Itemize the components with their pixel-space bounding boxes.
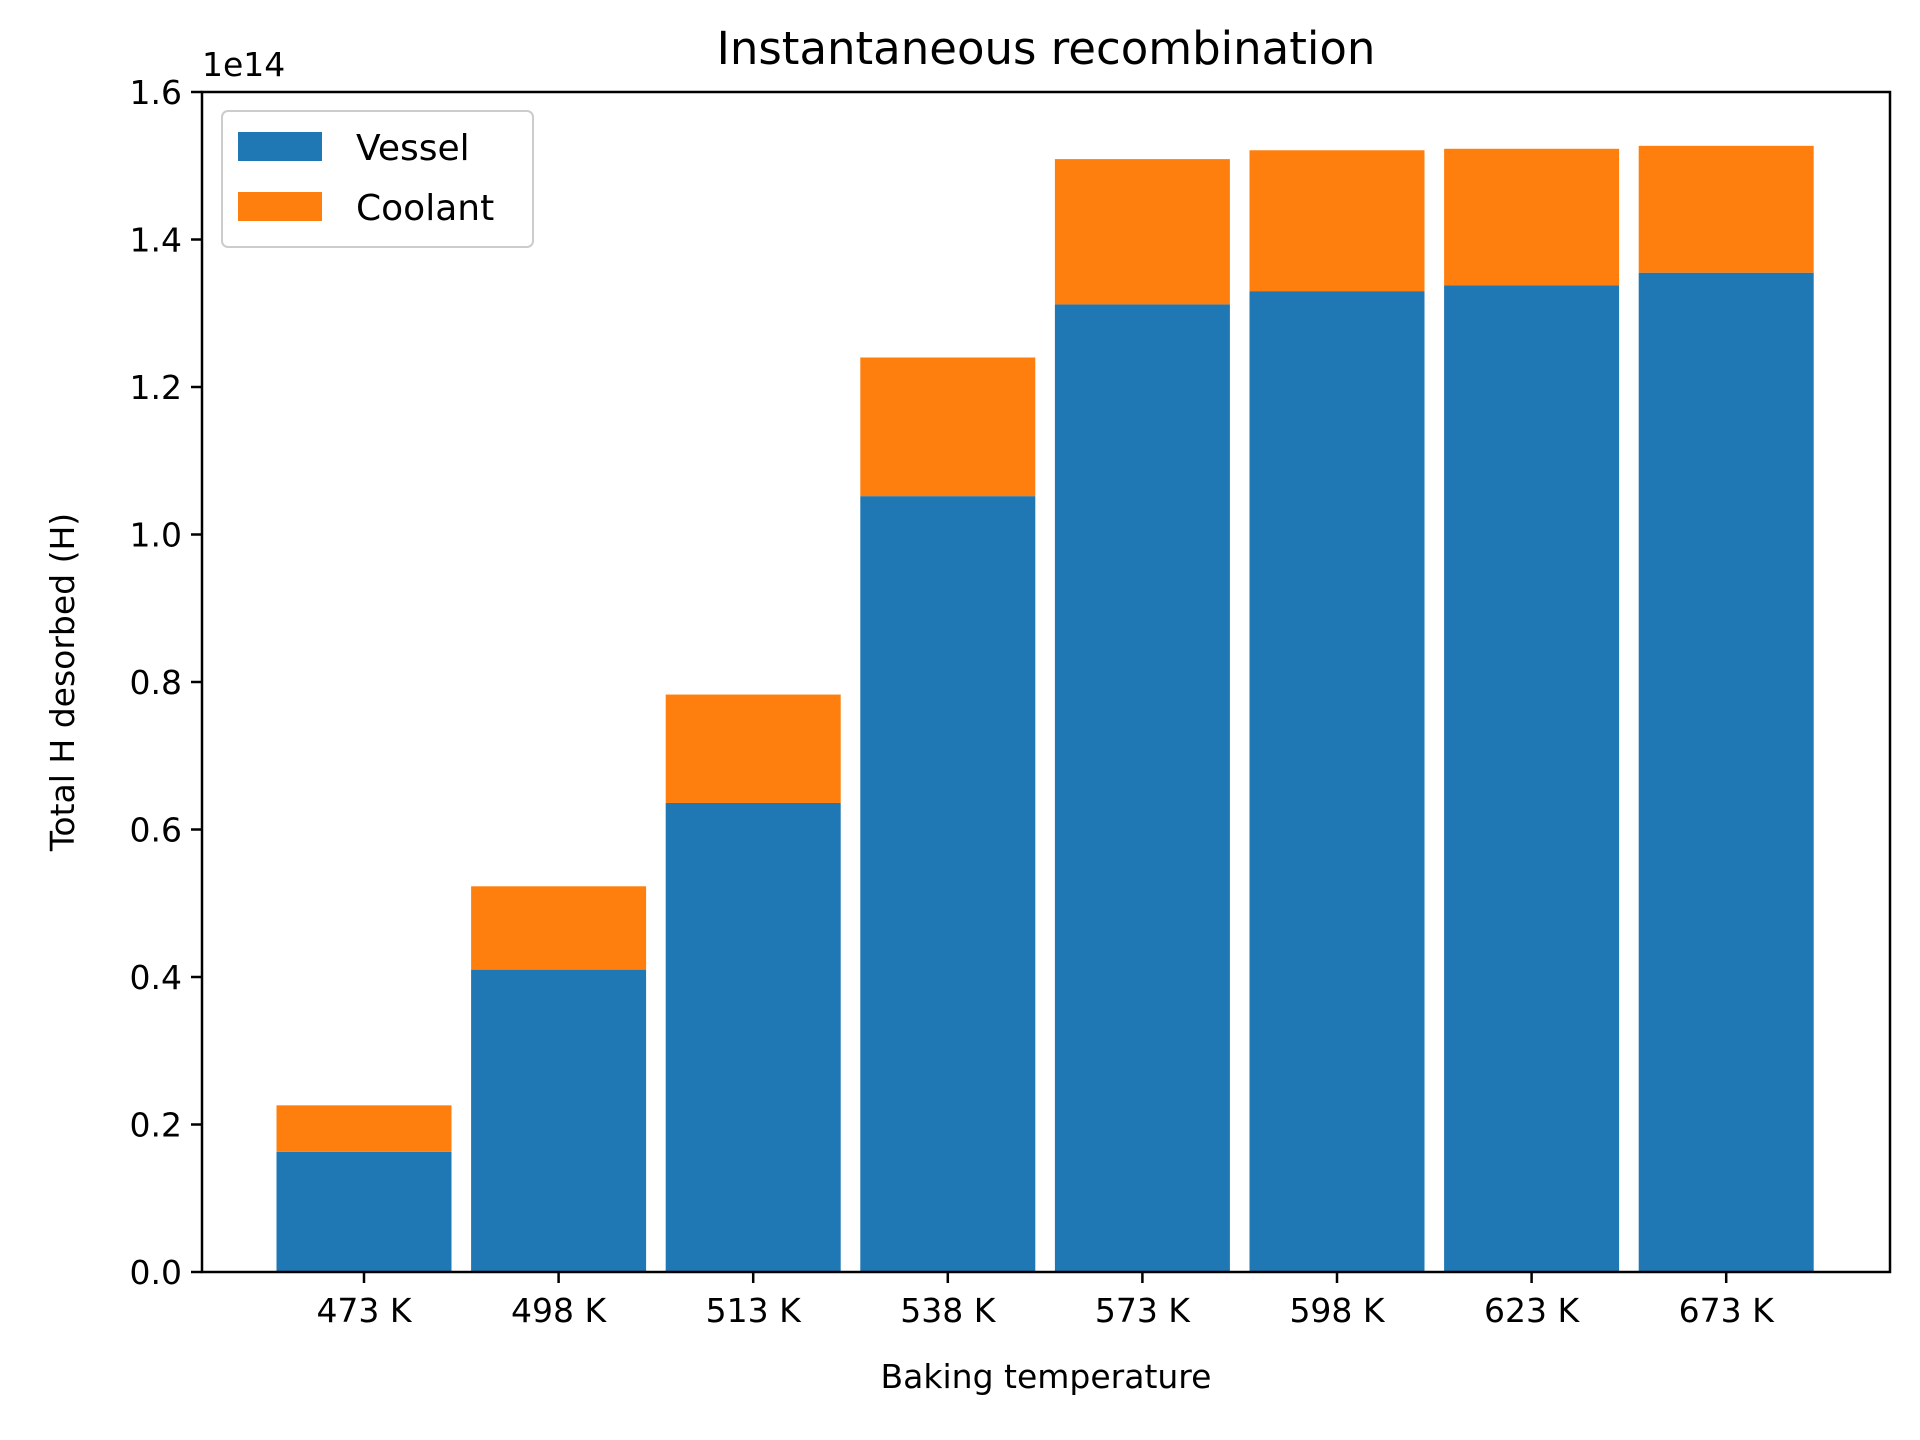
bar-coolant xyxy=(1638,145,1814,273)
bar-coolant xyxy=(1249,150,1425,292)
y-tick-label: 0.8 xyxy=(130,663,182,702)
x-axis: 473 K 498 K 513 K 538 K 573 K 598 K 623 K 673 K xyxy=(316,1272,1775,1330)
y-tick-label: 1.0 xyxy=(130,516,182,555)
y-tick-label: 1.6 xyxy=(130,73,182,112)
bar-coolant xyxy=(665,694,841,803)
x-tick-label: 498 K xyxy=(511,1291,607,1330)
bar-coolant xyxy=(1054,159,1230,305)
bar-coolant xyxy=(471,886,647,970)
bar-coolant xyxy=(276,1105,452,1152)
bar-vessel xyxy=(860,496,1036,1272)
bar-coolant xyxy=(860,357,1036,497)
x-tick-label: 473 K xyxy=(316,1291,412,1330)
bar-vessel xyxy=(1249,291,1425,1273)
y-offset-label: 1e14 xyxy=(202,45,285,84)
bars-layer xyxy=(276,145,1814,1273)
legend-label-coolant: Coolant xyxy=(356,188,494,229)
y-tick-label: 0.6 xyxy=(130,811,182,850)
y-tick-label: 1.4 xyxy=(130,221,182,260)
y-tick-label: 0.0 xyxy=(130,1253,182,1292)
bar-vessel xyxy=(1444,285,1620,1273)
y-axis: 0.0 0.2 0.4 0.6 0.8 1.0 1.2 1.4 1.6 xyxy=(130,73,202,1292)
x-tick-label: 623 K xyxy=(1484,1291,1580,1330)
y-tick-label: 0.2 xyxy=(130,1106,182,1145)
legend-label-vessel: Vessel xyxy=(356,128,470,169)
bar-vessel xyxy=(665,802,841,1272)
bar-coolant xyxy=(1444,148,1620,286)
x-axis-label: Baking temperature xyxy=(881,1357,1212,1396)
x-tick-label: 598 K xyxy=(1289,1291,1385,1330)
legend-swatch-coolant xyxy=(238,192,322,221)
bar-vessel xyxy=(276,1151,452,1272)
chart-title: Instantaneous recombination xyxy=(717,22,1376,75)
x-tick-label: 573 K xyxy=(1095,1291,1191,1330)
legend-swatch-vessel xyxy=(238,132,322,161)
y-tick-label: 0.4 xyxy=(130,958,182,997)
legend: Vessel Coolant xyxy=(221,110,534,248)
bar-vessel xyxy=(471,969,647,1273)
bar-vessel xyxy=(1054,304,1230,1272)
x-tick-label: 538 K xyxy=(900,1291,996,1330)
bar-vessel xyxy=(1638,272,1814,1272)
x-tick-label: 513 K xyxy=(706,1291,802,1330)
x-tick-label: 673 K xyxy=(1679,1291,1775,1330)
y-axis-label: Total H desorbed (H) xyxy=(43,513,82,852)
y-tick-label: 1.2 xyxy=(130,368,182,407)
